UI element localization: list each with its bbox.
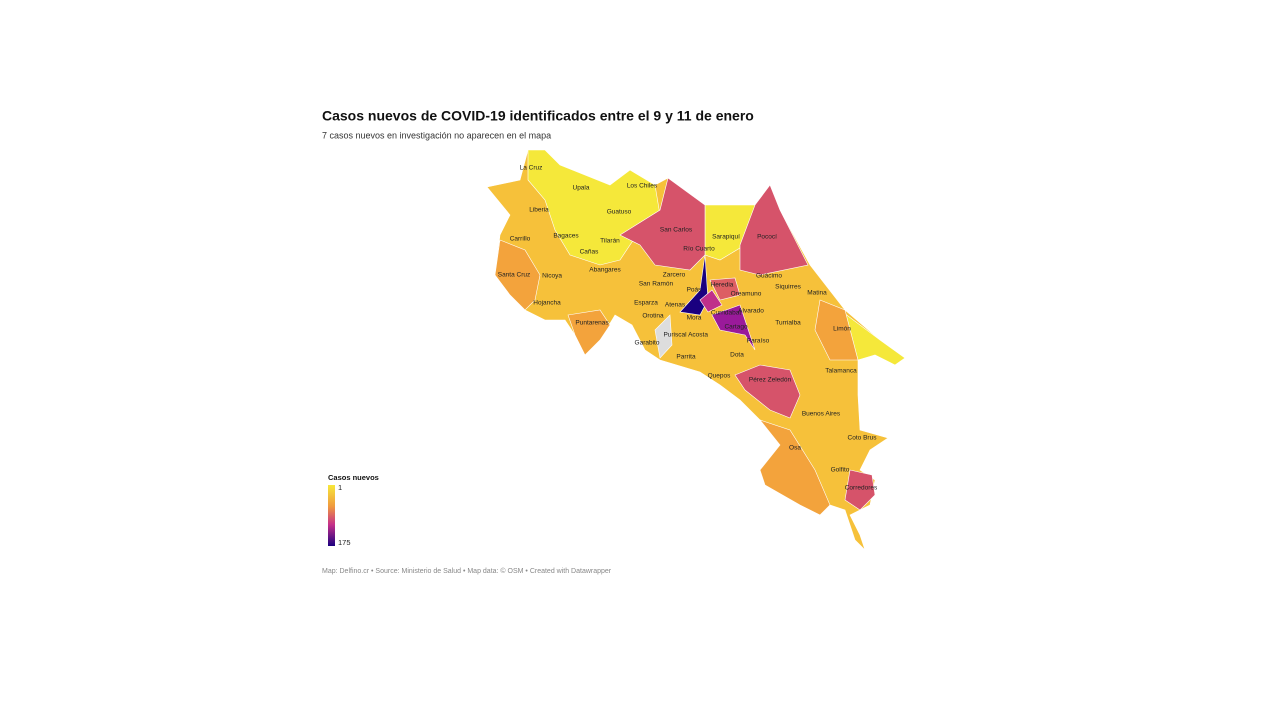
canton-label: Santa Cruz	[498, 272, 531, 279]
canton-label: Esparza	[634, 300, 658, 307]
subtitle: 7 casos nuevos en investigación no apare…	[322, 130, 551, 140]
title: Casos nuevos de COVID-19 identificados e…	[322, 108, 754, 124]
canton-label: Oreamuno	[731, 291, 762, 298]
region	[494, 239, 541, 311]
canton-label: Carrillo	[510, 236, 531, 243]
canton-label: Nicoya	[542, 273, 562, 280]
canton-label: Río Cuarto	[683, 246, 715, 253]
region	[734, 364, 801, 419]
legend-max: 175	[338, 538, 351, 547]
canton-label: Talamanca	[825, 368, 857, 375]
canton-labels: La Cruz Upala Los Chiles Liberia Guatuso Carr…	[498, 165, 878, 492]
canton-label: Siquirres	[775, 284, 801, 291]
canton-label: Zarcero	[663, 272, 686, 279]
canton-label: Cartago	[724, 324, 748, 331]
canton-label: Upala	[573, 185, 590, 192]
canton-label: Puntarenas	[575, 320, 609, 327]
legend-title: Casos nuevos	[328, 473, 379, 482]
canton-label: Guácimo	[756, 273, 782, 280]
canton-label: Coto Brus	[848, 435, 878, 442]
canton-label: Paraíso	[747, 338, 770, 345]
region	[699, 289, 723, 313]
canton-label: Dota	[730, 352, 744, 359]
canton-label: Atenas	[665, 302, 686, 309]
canton-label: Pococí	[757, 234, 777, 241]
canton-label: Heredia	[711, 282, 734, 289]
canton-label: San Carlos	[660, 227, 693, 234]
canton-label: Tilarán	[600, 238, 620, 245]
canton-label: Matina	[807, 290, 827, 297]
legend-scale	[328, 485, 335, 546]
region	[567, 309, 611, 356]
canton-label: Alvarado	[738, 308, 764, 315]
canton-label: Guatuso	[607, 209, 632, 216]
canton-label: Quepos	[708, 373, 732, 380]
map	[486, 149, 906, 551]
canton-label: Garabito	[635, 340, 660, 347]
canton-label: Parrita	[676, 354, 696, 361]
canton-label: Mora	[687, 315, 702, 322]
canton-label: Acosta	[688, 332, 708, 339]
canton-label: Cañas	[580, 249, 600, 256]
canton-label: San Ramón	[639, 281, 674, 288]
canton-label: Abangares	[589, 267, 621, 274]
canton-label: Buenos Aires	[802, 411, 841, 418]
canton-label: Hojancha	[533, 300, 561, 307]
region	[739, 184, 809, 276]
legend-min: 1	[338, 483, 342, 492]
canton-label: Bagaces	[553, 233, 579, 240]
canton-label: Liberia	[529, 207, 549, 214]
canton-label: Sarapiquí	[712, 234, 740, 241]
canton-label: Osa	[789, 445, 801, 452]
footer: Map: Delfino.cr • Source: Ministerio de …	[322, 567, 612, 575]
region	[711, 304, 756, 351]
canton-label: Poás	[687, 287, 703, 294]
region	[759, 419, 831, 516]
canton-label: Golfito	[831, 467, 850, 474]
canton-label: Los Chiles	[627, 183, 658, 190]
canton-label: Curridabat	[711, 310, 742, 317]
canton-label: Limón	[833, 326, 851, 333]
region	[709, 277, 741, 301]
region	[654, 314, 673, 359]
region	[814, 299, 859, 361]
canton-label: La Cruz	[520, 165, 543, 172]
canton-label: Orotina	[642, 313, 664, 320]
canton-label: Corredores	[845, 485, 878, 492]
canton-label: Turrialba	[775, 320, 801, 327]
canton-label: Puriscal	[663, 332, 687, 339]
region	[844, 469, 876, 511]
canton-label: Pérez Zeledón	[749, 377, 792, 384]
